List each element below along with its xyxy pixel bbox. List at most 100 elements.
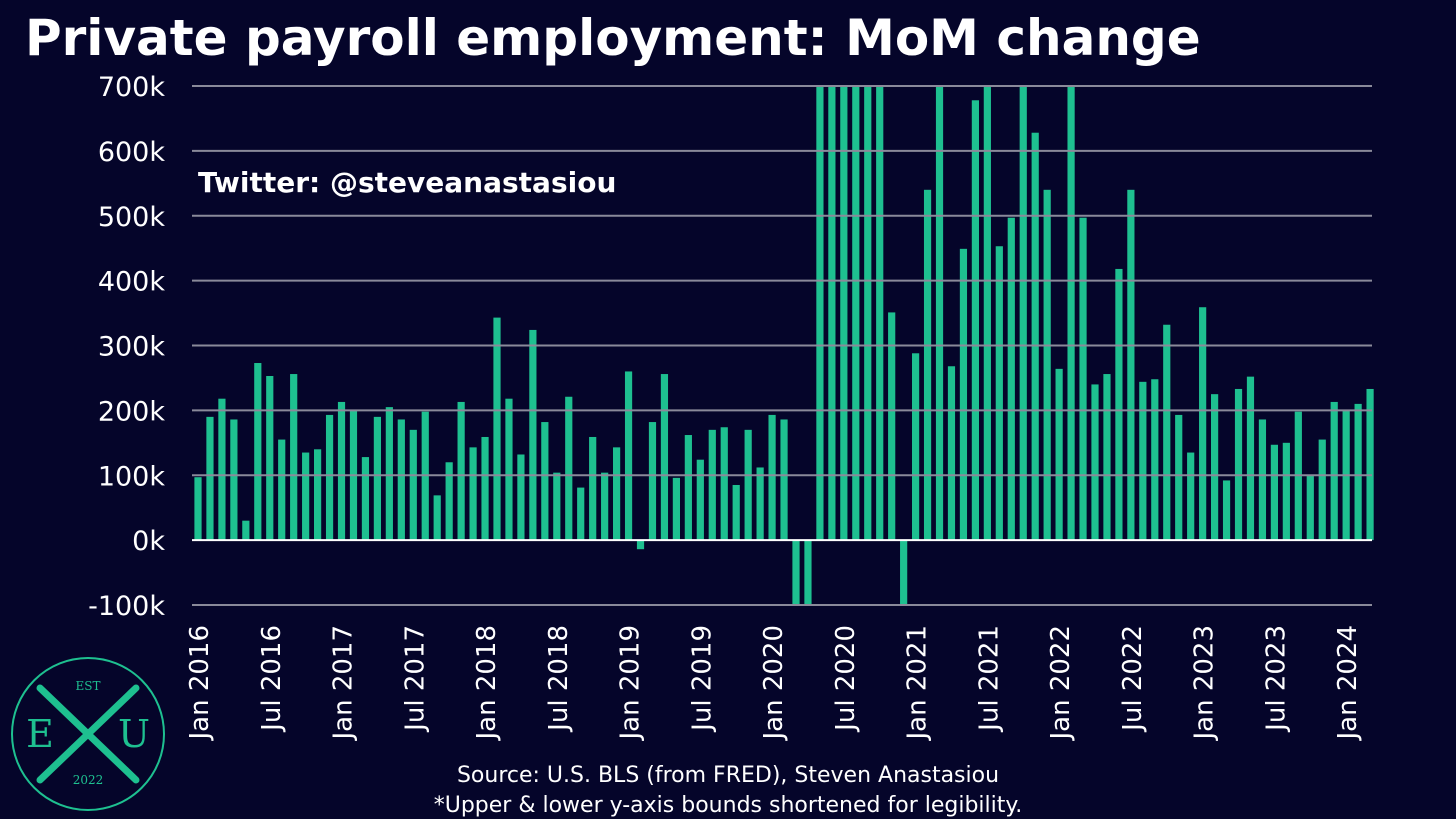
y-tick-label: 200k bbox=[98, 396, 166, 427]
x-tick-label: Jan 2019 bbox=[616, 625, 646, 742]
x-tick-label: Jul 2022 bbox=[1118, 625, 1148, 733]
bar bbox=[194, 477, 202, 541]
bar bbox=[696, 459, 704, 541]
bar bbox=[804, 540, 812, 605]
source: Source: U.S. BLS (from FRED), Steven Ana… bbox=[457, 763, 999, 788]
bar bbox=[780, 419, 788, 541]
logo-text: 2022 bbox=[73, 773, 104, 787]
bar bbox=[409, 429, 417, 541]
bar bbox=[1007, 217, 1015, 541]
bar bbox=[648, 422, 657, 541]
x-tick-label: Jan 2021 bbox=[903, 625, 933, 742]
bar bbox=[1222, 480, 1231, 541]
bar bbox=[1151, 379, 1159, 541]
bar bbox=[1234, 388, 1243, 541]
bar bbox=[1019, 86, 1027, 541]
x-tick-label: Jan 2020 bbox=[759, 625, 789, 742]
bar bbox=[660, 374, 669, 541]
x-tick-label: Jan 2018 bbox=[472, 625, 502, 742]
bar bbox=[1031, 132, 1039, 541]
logo-x bbox=[36, 684, 140, 784]
bar bbox=[493, 317, 501, 541]
bar bbox=[601, 472, 609, 541]
y-tick-label: 700k bbox=[98, 72, 166, 103]
bar bbox=[314, 449, 322, 541]
bar bbox=[1115, 268, 1123, 541]
bar bbox=[636, 540, 645, 550]
bar bbox=[971, 100, 979, 541]
y-tick-label: 0k bbox=[132, 526, 165, 557]
bar bbox=[900, 540, 908, 605]
bar bbox=[816, 86, 824, 541]
bar bbox=[888, 312, 896, 541]
x-tick-label: Jul 2018 bbox=[544, 625, 574, 733]
bar bbox=[1270, 444, 1278, 541]
bar bbox=[995, 246, 1003, 541]
bar bbox=[385, 407, 393, 541]
bar bbox=[469, 447, 477, 541]
annotation: Twitter: @steveanastasiou bbox=[198, 166, 616, 199]
bar bbox=[266, 375, 274, 541]
bar bbox=[959, 248, 968, 541]
bar bbox=[672, 477, 680, 541]
bar bbox=[1258, 419, 1267, 541]
bar bbox=[1306, 475, 1314, 541]
bar bbox=[732, 484, 740, 541]
bar bbox=[577, 487, 585, 541]
bar bbox=[541, 422, 549, 541]
plot-area bbox=[194, 86, 1374, 605]
logo-text: U bbox=[118, 712, 150, 756]
bar bbox=[1127, 189, 1135, 541]
y-tick-label: 400k bbox=[98, 267, 166, 298]
bar bbox=[1139, 381, 1147, 541]
bar bbox=[828, 86, 836, 541]
bar bbox=[1318, 439, 1326, 541]
bar bbox=[529, 329, 537, 541]
bar bbox=[278, 439, 286, 541]
bar bbox=[325, 414, 334, 541]
x-tick-label: Jul 2019 bbox=[687, 625, 717, 733]
bar bbox=[302, 452, 310, 541]
bar bbox=[1079, 217, 1087, 541]
bar bbox=[1043, 189, 1051, 541]
logo-ring bbox=[11, 657, 165, 811]
bar bbox=[337, 401, 346, 541]
x-tick-label: Jul 2020 bbox=[831, 625, 861, 733]
logo-text: EST bbox=[76, 679, 101, 693]
bar bbox=[768, 414, 776, 541]
bar bbox=[1055, 368, 1063, 541]
bar bbox=[481, 436, 489, 541]
bar bbox=[708, 429, 716, 541]
bar bbox=[445, 462, 453, 541]
bar bbox=[517, 454, 525, 541]
bar bbox=[624, 371, 633, 541]
x-tick-label: Jan 2017 bbox=[329, 625, 359, 742]
bar bbox=[1246, 376, 1255, 541]
bar bbox=[242, 520, 250, 541]
x-tick-label: Jul 2017 bbox=[400, 625, 430, 733]
bar bbox=[397, 419, 405, 541]
bar bbox=[1199, 307, 1207, 541]
bar bbox=[206, 416, 214, 541]
y-tick-label: 100k bbox=[98, 461, 166, 492]
y-tick-label: 300k bbox=[98, 332, 166, 363]
logo: EST E U 2022 bbox=[11, 657, 165, 811]
bar bbox=[756, 467, 764, 541]
bar bbox=[1187, 452, 1195, 541]
bar bbox=[852, 86, 860, 541]
x-tick-label: Jul 2023 bbox=[1261, 625, 1291, 733]
bar bbox=[553, 472, 561, 541]
bar bbox=[744, 429, 752, 541]
bar bbox=[613, 447, 621, 541]
chart-title: Private payroll employment: MoM change bbox=[25, 9, 1201, 67]
bar bbox=[1067, 86, 1075, 541]
bar bbox=[864, 86, 872, 541]
bar bbox=[373, 416, 381, 541]
bar bbox=[230, 419, 238, 541]
x-tick-label: Jul 2016 bbox=[257, 625, 287, 733]
bar bbox=[840, 86, 848, 541]
bar bbox=[589, 436, 597, 541]
x-tick-label: Jan 2024 bbox=[1333, 625, 1363, 742]
bar bbox=[1163, 324, 1171, 541]
